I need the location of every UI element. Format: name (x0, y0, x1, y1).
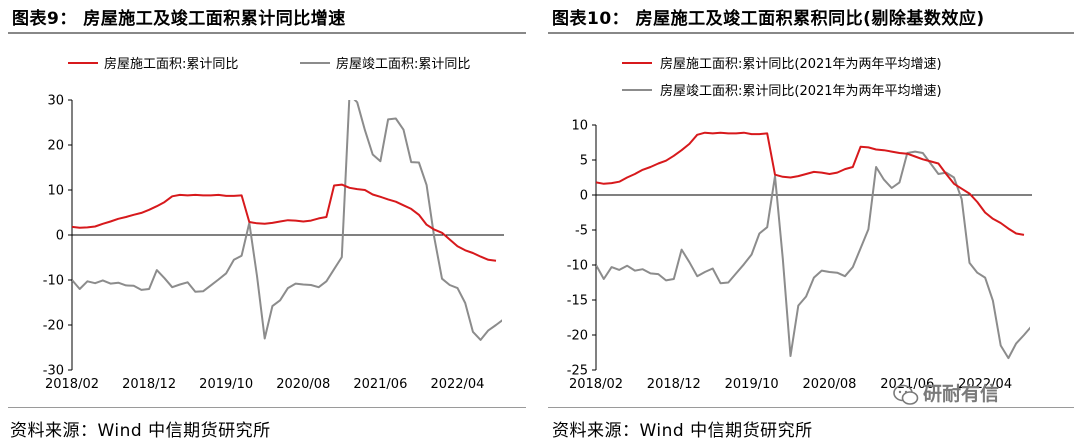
y-tick-label: 10 (571, 119, 588, 134)
y-tick-label: 0 (56, 229, 64, 244)
chart1-bottom-rule (8, 407, 526, 408)
x-tick-label: 2018/12 (122, 377, 176, 392)
x-tick-label: 2018/02 (569, 377, 623, 392)
y-tick-label: -20 (567, 329, 588, 344)
wechat-icon (893, 384, 919, 405)
chart2: 房屋施工面积:累计同比(2021年为两年平均增速) 房屋竣工面积:累计同比(20… (567, 56, 1032, 392)
chart1-title: 图表9： 房屋施工及竣工面积累计同比增速 (12, 9, 346, 29)
chart2-bottom-rule (548, 407, 1074, 408)
chart2-title: 图表10： 房屋施工及竣工面积累积同比(剔除基数效应) (552, 9, 985, 29)
x-tick-label: 2021/06 (353, 377, 407, 392)
x-tick-label: 2018/12 (647, 377, 701, 392)
chart2-title-rule (548, 32, 1074, 34)
x-tick-label: 2019/10 (725, 377, 779, 392)
chart1-source: 资料来源：Wind 中信期货研究所 (10, 421, 271, 441)
watermark-text: 研耐有信 (923, 383, 1000, 405)
legend2-red-label: 房屋施工面积:累计同比(2021年为两年平均增速) (660, 56, 942, 72)
y-tick-label: -25 (567, 364, 588, 379)
x-tick-label: 2018/02 (45, 377, 99, 392)
legend1-gray-label: 房屋竣工面积:累计同比 (336, 56, 470, 72)
y-tick-label: -10 (43, 274, 64, 289)
legend1-red-label: 房屋施工面积:累计同比 (104, 56, 238, 72)
x-tick-label: 2019/10 (199, 377, 253, 392)
y-tick-label: 30 (47, 94, 64, 109)
x-tick-label: 2020/08 (802, 377, 856, 392)
y-tick-label: -10 (567, 259, 588, 274)
chart2-source: 资料来源：Wind 中信期货研究所 (552, 421, 813, 441)
watermark: 研耐有信 (893, 379, 999, 406)
y-tick-label: 10 (47, 184, 64, 199)
y-tick-label: -30 (43, 364, 64, 379)
y-tick-label: -20 (43, 319, 64, 334)
series-line-construction (72, 183, 497, 262)
y-tick-label: 20 (47, 139, 64, 154)
x-tick-label: 2020/08 (276, 377, 330, 392)
y-tick-label: -15 (567, 294, 588, 309)
chart1: 房屋施工面积:累计同比 房屋竣工面积:累计同比 30 20 10 0 -10 -20 -30… (43, 56, 504, 392)
series-line-completion (596, 150, 1030, 360)
series-line-construction (596, 131, 1025, 236)
y-tick-label: -5 (575, 224, 588, 239)
chart1-title-rule (8, 32, 526, 34)
series-line-completion (72, 100, 502, 341)
legend2-gray-label: 房屋竣工面积:累计同比(2021年为两年平均增速) (660, 83, 942, 99)
y-tick-label: 0 (580, 189, 588, 204)
y-tick-label: 5 (580, 154, 588, 169)
x-tick-label: 2022/04 (958, 377, 1012, 392)
x-tick-label: 2022/04 (430, 377, 484, 392)
x-tick-label: 2021/06 (880, 377, 934, 392)
